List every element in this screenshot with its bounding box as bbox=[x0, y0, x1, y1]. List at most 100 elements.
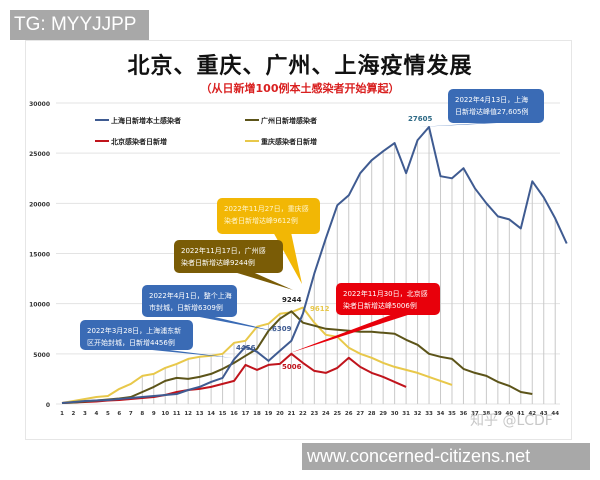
x-tick-label: 10 bbox=[161, 411, 169, 417]
callout-shanghai-peak-box bbox=[448, 89, 544, 123]
callout-chongqing-text: 2022年11月27日，重庆感 bbox=[224, 204, 309, 213]
x-tick-label: 37 bbox=[471, 411, 479, 417]
x-tick-label: 30 bbox=[391, 411, 399, 417]
callout-shanghai-pudong-box bbox=[80, 320, 193, 350]
callout-shanghai-peak-text: 日新增达峰值27,605例 bbox=[455, 107, 529, 116]
series-line bbox=[61, 310, 533, 404]
y-tick-label: 15000 bbox=[29, 252, 50, 259]
x-tick-label: 20 bbox=[276, 411, 284, 417]
legend-label: 北京感染者日新增 bbox=[111, 137, 167, 146]
x-tick-label: 27 bbox=[356, 411, 364, 417]
x-tick-label: 23 bbox=[311, 411, 319, 417]
x-tick-label: 7 bbox=[129, 411, 133, 417]
data-point-label: 4456 bbox=[236, 344, 256, 352]
chart-subtitle: （从日新增100例本土感染者开始算起） bbox=[200, 82, 400, 95]
callout-shanghai-peak-pointer bbox=[418, 122, 518, 127]
x-tick-label: 25 bbox=[333, 411, 341, 417]
x-tick-label: 12 bbox=[184, 411, 192, 417]
y-axis-ticks: 0 5000 10000 15000 20000 25000 30000 bbox=[29, 101, 50, 409]
y-tick-label: 25000 bbox=[29, 151, 50, 158]
x-tick-label: 21 bbox=[288, 411, 296, 417]
x-tick-label: 17 bbox=[242, 411, 250, 417]
grid bbox=[56, 102, 560, 405]
callout-shanghai-all-text: 市封城，日新增6309例 bbox=[149, 303, 223, 312]
callout-shanghai-pudong-text: 区开始封城，日新增4456例 bbox=[87, 338, 175, 347]
y-tick-label: 5000 bbox=[33, 352, 50, 359]
x-tick-label: 32 bbox=[414, 411, 422, 417]
callout-guangzhou-box bbox=[174, 240, 283, 273]
callout-shanghai-pudong-pointer bbox=[142, 349, 233, 358]
x-tick-label: 14 bbox=[207, 411, 215, 417]
callout-shanghai-peak-text: 2022年4月13日，上海 bbox=[455, 95, 528, 104]
legend-label: 重庆感染者日新增 bbox=[261, 137, 317, 146]
x-tick-label: 28 bbox=[368, 411, 376, 417]
data-point-label: 9244 bbox=[282, 296, 302, 304]
y-tick-label: 30000 bbox=[29, 101, 50, 108]
x-tick-label: 16 bbox=[230, 411, 238, 417]
callout-guangzhou-pointer bbox=[233, 272, 293, 290]
x-tick-label: 9 bbox=[152, 411, 156, 417]
series-lines bbox=[61, 126, 568, 404]
callout-beijing-text: 染者日新增达峰5006例 bbox=[343, 301, 417, 310]
x-tick-label: 29 bbox=[379, 411, 387, 417]
x-tick-label: 11 bbox=[173, 411, 181, 417]
x-tick-label: 34 bbox=[437, 411, 445, 417]
x-tick-label: 6 bbox=[117, 411, 121, 417]
x-tick-label: 18 bbox=[253, 411, 261, 417]
callout-beijing-text: 2022年11月30日，北京感 bbox=[343, 289, 428, 298]
x-tick-label: 3 bbox=[83, 411, 87, 417]
x-tick-label: 24 bbox=[322, 411, 330, 417]
x-tick-label: 5 bbox=[106, 411, 110, 417]
legend-label: 广州日新增感染者 bbox=[261, 116, 317, 125]
y-tick-label: 0 bbox=[46, 402, 50, 409]
x-tick-label: 26 bbox=[345, 411, 353, 417]
x-axis-ticks: 1 2 3 4 5 6 7 8 9 10 11 12 13 14 15 16 17 18 19 20 21 22 23 24 2… bbox=[60, 411, 559, 417]
callout-chongqing-pointer bbox=[273, 233, 302, 284]
data-point-label: 9612 bbox=[310, 305, 330, 313]
x-tick-label: 33 bbox=[425, 411, 433, 417]
series-line bbox=[61, 306, 453, 404]
callout-beijing-box bbox=[336, 283, 440, 315]
callout-shanghai-all-pointer bbox=[194, 316, 278, 332]
chart-title: 北京、重庆、广州、上海疫情发展 bbox=[127, 54, 473, 79]
watermark-bottom: www.concerned-citizens.net bbox=[302, 443, 590, 470]
x-tick-label: 2 bbox=[72, 411, 76, 417]
zhihu-watermark: 知乎 @LCDF bbox=[470, 413, 553, 429]
x-tick-label: 35 bbox=[448, 411, 456, 417]
x-tick-label: 43 bbox=[540, 411, 548, 417]
x-tick-label: 8 bbox=[140, 411, 144, 417]
callout-chongqing-text: 染者日新增达峰9612例 bbox=[224, 216, 298, 225]
x-tick-label: 31 bbox=[402, 411, 410, 417]
callout-shanghai-pudong-text: 2022年3月28日，上海浦东新 bbox=[87, 326, 181, 335]
callout-shanghai-all-text: 2022年4月1日，整个上海 bbox=[149, 291, 232, 300]
series-line bbox=[61, 126, 568, 404]
y-tick-label: 20000 bbox=[29, 201, 50, 208]
data-point-label: 27605 bbox=[408, 115, 432, 123]
x-tick-label: 19 bbox=[265, 411, 273, 417]
watermark-top: TG: MYYJJPP bbox=[10, 10, 149, 40]
callout-guangzhou-text: 染者日新增达峰9244例 bbox=[181, 258, 255, 267]
x-tick-label: 44 bbox=[551, 411, 559, 417]
x-tick-label: 22 bbox=[299, 411, 307, 417]
x-tick-label: 15 bbox=[219, 411, 227, 417]
data-point-label: 5006 bbox=[282, 363, 302, 371]
data-point-label: 6309 bbox=[272, 325, 292, 333]
x-tick-label: 36 bbox=[460, 411, 468, 417]
x-tick-label: 39 bbox=[494, 411, 502, 417]
callout-beijing-pointer bbox=[290, 314, 411, 353]
callout-shanghai-all-box bbox=[142, 285, 237, 317]
x-tick-label: 41 bbox=[517, 411, 525, 417]
x-tick-label: 38 bbox=[483, 411, 491, 417]
x-tick-label: 40 bbox=[506, 411, 514, 417]
y-tick-label: 10000 bbox=[29, 302, 50, 309]
callout-chongqing-box bbox=[217, 198, 320, 234]
x-tick-label: 13 bbox=[196, 411, 204, 417]
callout-guangzhou-text: 2022年11月17日，广州感 bbox=[181, 246, 266, 255]
x-tick-label: 4 bbox=[94, 411, 98, 417]
x-tick-label: 42 bbox=[528, 411, 536, 417]
x-tick-label: 1 bbox=[60, 411, 64, 417]
legend-label: 上海日新增本土感染者 bbox=[111, 116, 181, 125]
